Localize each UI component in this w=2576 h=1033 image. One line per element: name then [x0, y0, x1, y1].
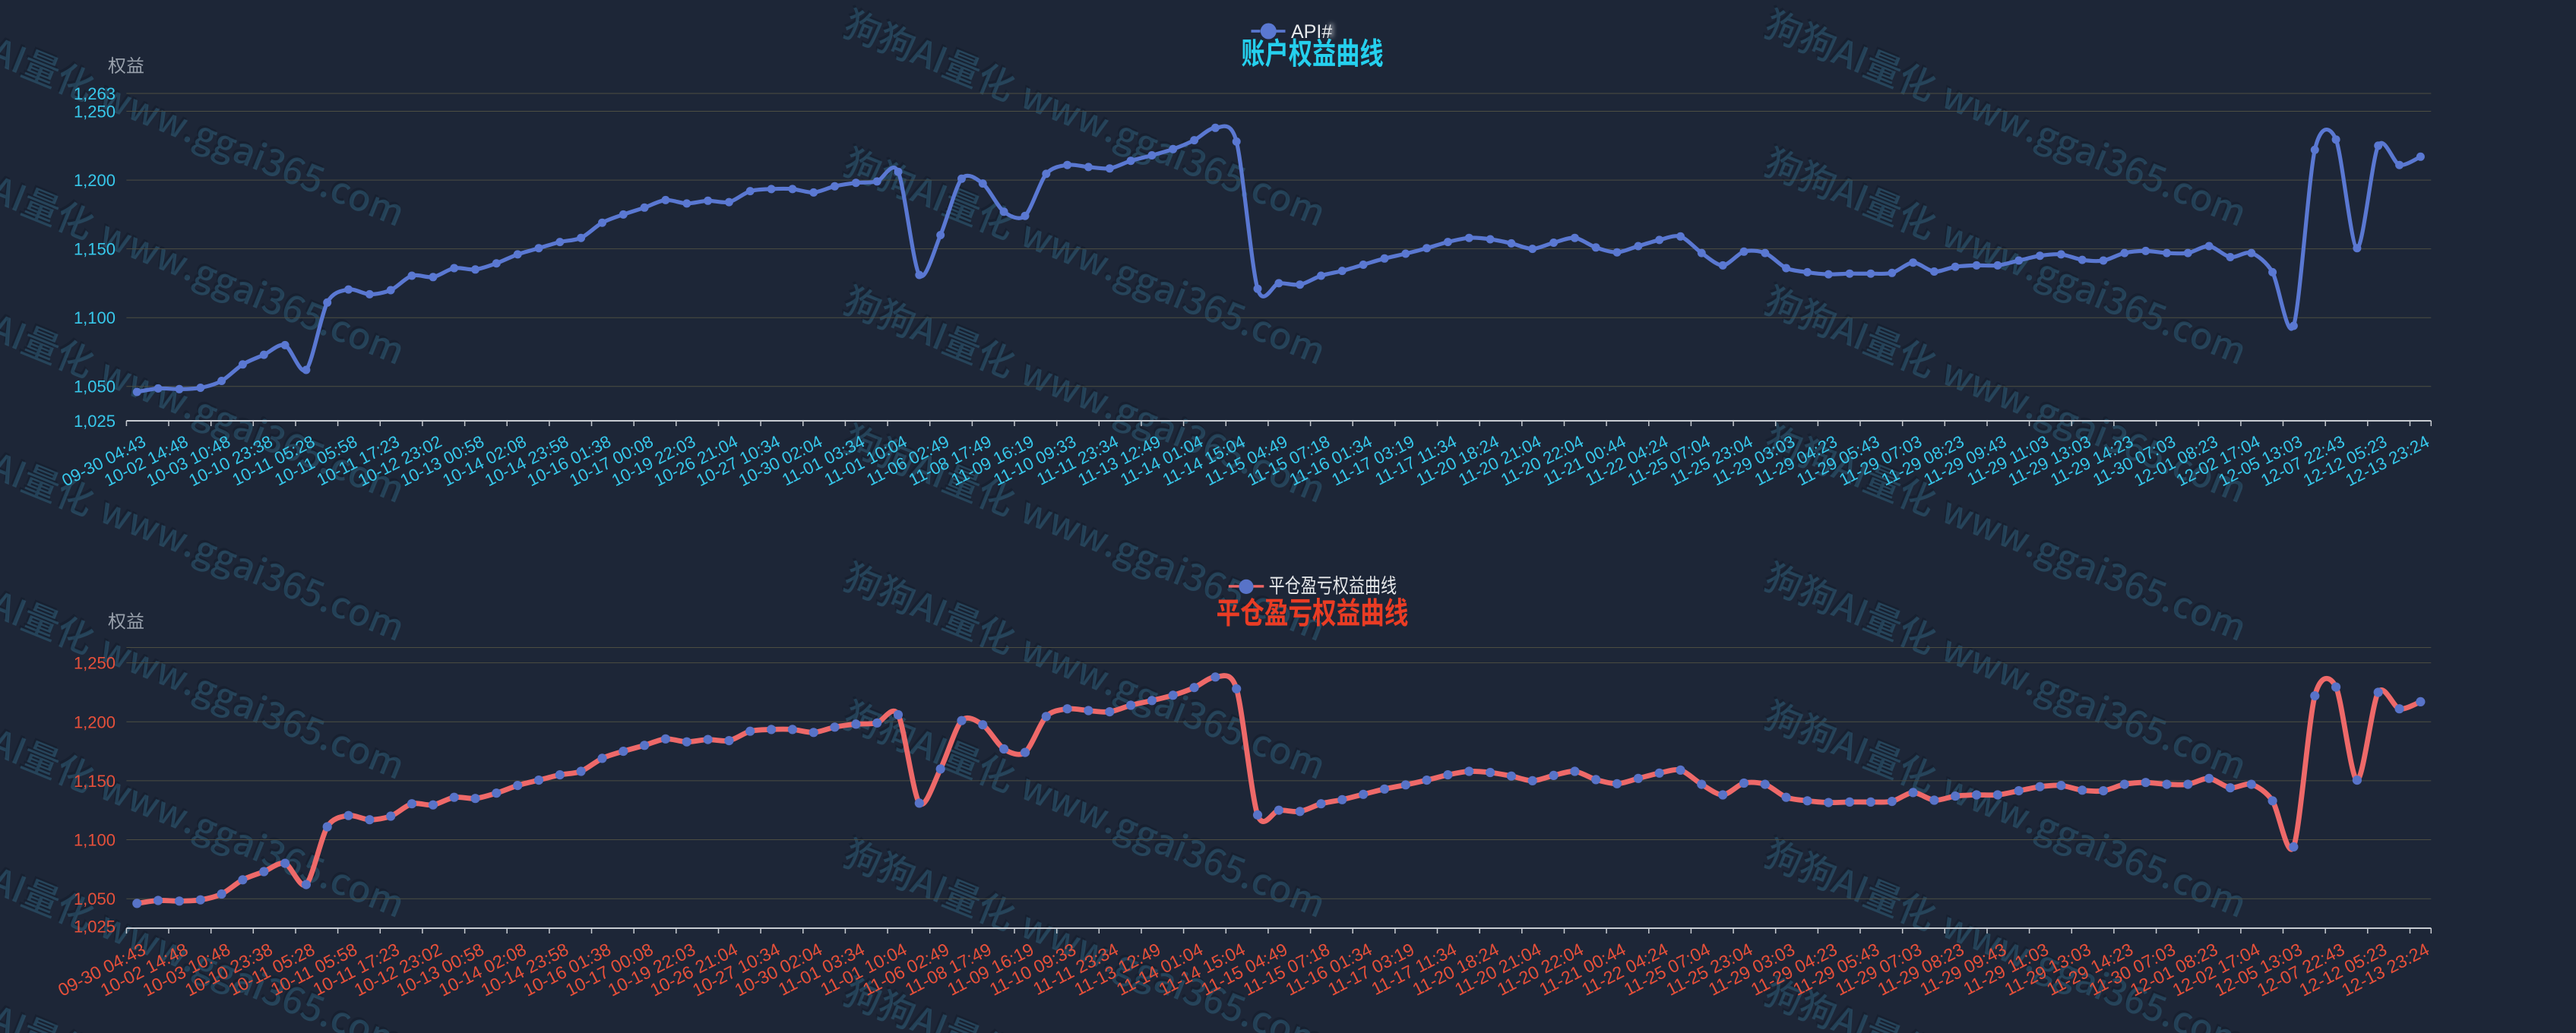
svg-text:1,050: 1,050 [74, 889, 116, 908]
svg-text:1,150: 1,150 [74, 240, 116, 259]
svg-text:1,250: 1,250 [74, 654, 116, 673]
svg-text:1,025: 1,025 [74, 412, 116, 431]
svg-text:1,263: 1,263 [74, 84, 116, 103]
svg-text:1,200: 1,200 [74, 171, 116, 190]
svg-text:1,050: 1,050 [74, 378, 116, 396]
svg-text:1,200: 1,200 [74, 712, 116, 731]
svg-text:API#: API# [1291, 21, 1332, 43]
svg-text:1,100: 1,100 [74, 308, 116, 327]
svg-text:1,250: 1,250 [74, 103, 116, 122]
svg-text:1,100: 1,100 [74, 831, 116, 850]
svg-text:1,150: 1,150 [74, 772, 116, 791]
svg-text:1,025: 1,025 [74, 918, 116, 937]
